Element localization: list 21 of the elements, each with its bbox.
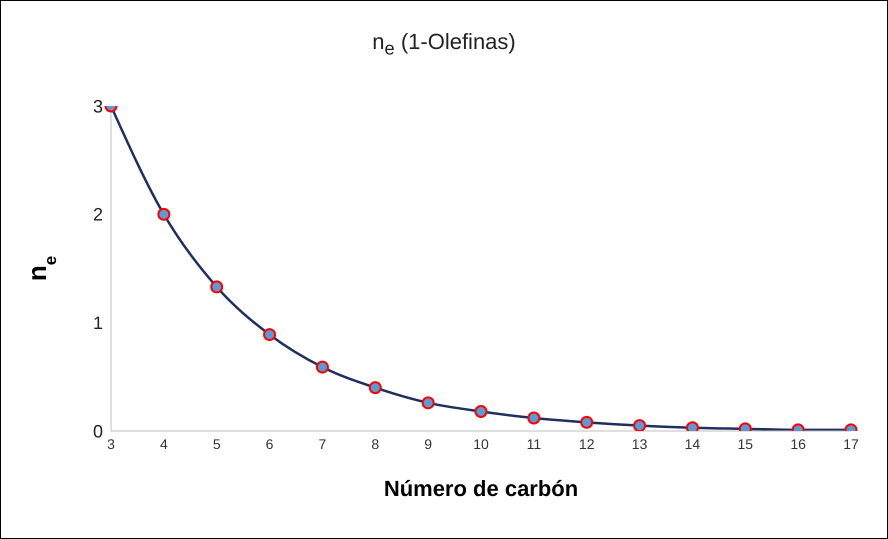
x-tick-label: 5 <box>212 436 221 452</box>
x-tick-label: 3 <box>107 436 116 452</box>
x-tick-label: 8 <box>371 436 380 452</box>
x-tick-label: 7 <box>318 436 327 452</box>
x-tick-label: 11 <box>526 436 542 452</box>
y-tick-label: 2 <box>92 204 103 225</box>
x-tick-label: 12 <box>578 436 595 452</box>
x-tick-label: 10 <box>473 436 489 452</box>
y-tick-label: 3 <box>92 96 103 116</box>
y-tick-label: 1 <box>92 313 103 334</box>
chart-title: n$_{e}$ (1-Olefinas) <box>371 29 517 60</box>
x-tick-label: 13 <box>632 436 648 452</box>
x-tick-label: 14 <box>684 436 700 452</box>
x-tick-label: 9 <box>424 436 432 452</box>
x-tick-label: 17 <box>843 436 859 452</box>
x-axis-title: Número de carbón <box>384 476 578 501</box>
x-tick-label: 4 <box>160 436 168 452</box>
x-tick-label: 16 <box>790 436 806 452</box>
x-tick-label: 6 <box>266 436 274 452</box>
x-tick-label: 15 <box>737 436 754 452</box>
y-tick-label: 0 <box>92 421 103 442</box>
